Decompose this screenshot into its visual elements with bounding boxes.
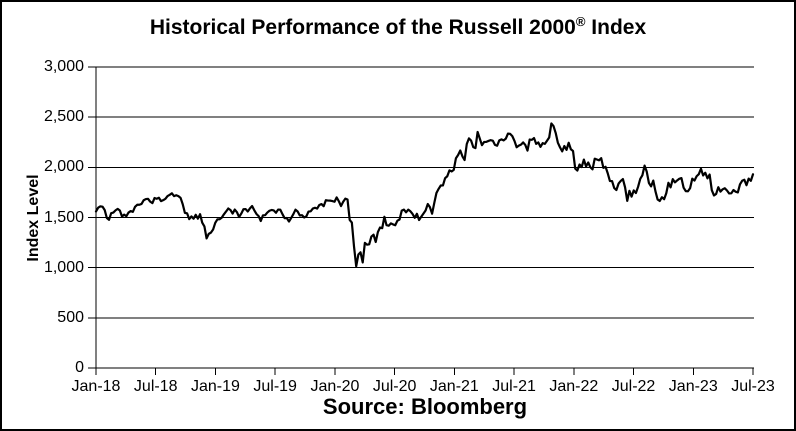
- x-tick-label: Jul-18: [133, 378, 178, 395]
- x-tick-label: Jan-22: [549, 378, 599, 395]
- x-tick-label: Jan-19: [190, 378, 240, 395]
- y-tick-label: 2,500: [43, 108, 84, 126]
- series-line-russell-2000: [94, 122, 755, 268]
- x-tick-label: Jul-23: [731, 378, 775, 395]
- chart-title: Historical Performance of the Russell 20…: [2, 14, 794, 42]
- source-note: Source: Bloomberg: [322, 394, 528, 419]
- y-tick-label: 1,000: [43, 258, 84, 276]
- x-tick-label: Jan-21: [429, 378, 479, 395]
- x-tick-label: Jan-23: [668, 378, 718, 395]
- x-tick-label: Jan-18: [71, 378, 121, 395]
- registered-trademark-symbol: ®: [575, 14, 586, 29]
- chart-title-suffix: Index: [585, 16, 647, 39]
- y-tick-label: 0: [75, 359, 84, 376]
- chart-title-main: Historical Performance of the Russell 20…: [149, 16, 576, 39]
- y-tick-label: 500: [57, 308, 84, 326]
- x-tick-label: Jul-21: [492, 378, 536, 395]
- x-tick-label: Jul-20: [372, 378, 417, 395]
- x-tick-label: Jan-20: [310, 378, 360, 395]
- x-tick-label: Jul-19: [253, 378, 297, 395]
- y-tick-label: 3,000: [43, 58, 84, 75]
- y-tick-label: 2,000: [43, 158, 84, 176]
- x-tick-label: Jul-22: [611, 378, 656, 395]
- y-tick-label: 1,500: [43, 208, 84, 226]
